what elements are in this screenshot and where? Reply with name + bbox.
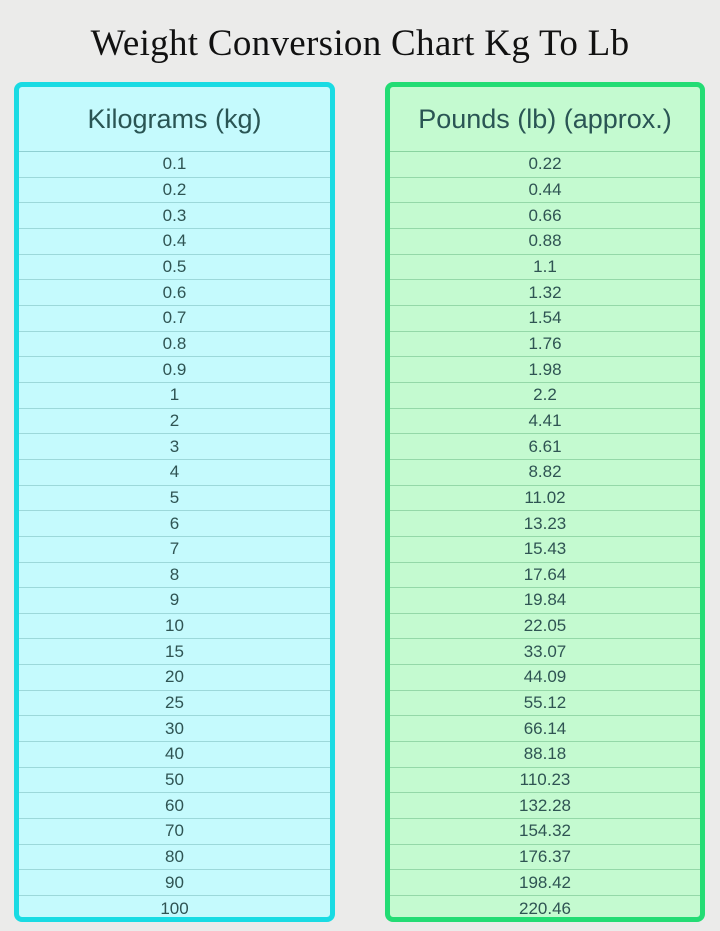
pounds-cell: 220.46 (519, 898, 571, 918)
pounds-cell: 15.43 (390, 537, 700, 563)
pounds-cell: 6.61 (390, 434, 700, 460)
kilograms-cell: 40 (19, 742, 330, 768)
kilograms-cell: 70 (19, 819, 330, 845)
pounds-cell: 176.37 (390, 845, 700, 871)
kilograms-cell: 0.9 (19, 357, 330, 383)
pounds-cell: 33.07 (390, 639, 700, 666)
pounds-cell: 154.32 (390, 819, 700, 845)
kilograms-header: Kilograms (kg) (19, 87, 330, 152)
kilograms-cell: 0.4 (19, 229, 330, 255)
pounds-cell: 0.66 (390, 203, 700, 229)
pounds-cell: 8.82 (390, 460, 700, 486)
kilograms-cell: 0.1 (19, 152, 330, 178)
pounds-cell: 13.23 (390, 511, 700, 537)
kilograms-cell: 4 (19, 460, 330, 486)
pounds-cell: 0.44 (390, 178, 700, 204)
pounds-cell: 0.22 (390, 152, 700, 178)
kilograms-cell: 7 (19, 537, 330, 563)
pounds-cell: 2.2 (390, 383, 700, 409)
page-title: Weight Conversion Chart Kg To Lb (90, 23, 630, 64)
kilograms-cell: 100 (160, 898, 189, 918)
kilograms-cell: 6 (19, 511, 330, 537)
kilograms-cell: 20 (19, 665, 330, 691)
kilograms-cell: 0.5 (19, 255, 330, 281)
pounds-cell: 198.42 (390, 870, 700, 897)
pounds-cell: 66.14 (390, 716, 700, 743)
kilograms-rows: 0.1 0.2 0.3 0.4 0.5 0.6 0.7 0.8 0.9 1 2 3 4 5 6 7 8 9 10 15… (19, 152, 330, 922)
pounds-cell: 1.54 (390, 306, 700, 332)
pounds-cell: 132.28 (390, 793, 700, 820)
kilograms-cell: 0.3 (19, 203, 330, 229)
kilograms-column: Kilograms (kg) 0.1 0.2 0.3 0.4 0.5 0.6 0.7 0.8 0… (14, 82, 335, 922)
kilograms-cell: 0.7 (19, 306, 330, 332)
kilograms-cell: 90 (19, 870, 330, 897)
kilograms-cell: 80 (19, 845, 330, 871)
kilograms-cell: 0.6 (19, 280, 330, 306)
kilograms-cell: 2 (19, 409, 330, 435)
pounds-cell: 19.84 (390, 588, 700, 614)
kilograms-cell: 3 (19, 434, 330, 460)
kilograms-cell: 0.8 (19, 332, 330, 358)
pounds-cell: 11.02 (390, 486, 700, 512)
kilograms-cell: 8 (19, 563, 330, 589)
pounds-cell: 17.64 (390, 563, 700, 589)
kilograms-cell: 5 (19, 486, 330, 512)
kilograms-cell: 60 (19, 793, 330, 820)
pounds-rows: 0.22 0.44 0.66 0.88 1.1 1.32 1.54 1.76 1.98 2.2 4.… (390, 152, 700, 922)
pounds-cell: 1.32 (390, 280, 700, 306)
pounds-cell: 1.76 (390, 332, 700, 358)
pounds-cell: 44.09 (390, 665, 700, 691)
pounds-cell: 1.1 (390, 255, 700, 281)
kilograms-cell: 9 (19, 588, 330, 614)
pounds-cell: 110.23 (390, 768, 700, 794)
kilograms-cell: 30 (19, 716, 330, 743)
pounds-cell: 55.12 (390, 691, 700, 717)
pounds-header: Pounds (lb) (approx.) (390, 87, 700, 152)
pounds-column: Pounds (lb) (approx.) 0.22 0.44 0.66 0.88 1.… (385, 82, 705, 922)
kilograms-cell: 1 (19, 383, 330, 409)
pounds-cell: 1.98 (390, 357, 700, 383)
kilograms-cell: 50 (19, 768, 330, 794)
kilograms-cell: 10 (19, 614, 330, 640)
pounds-cell: 4.41 (390, 409, 700, 435)
pounds-cell: 88.18 (390, 742, 700, 768)
pounds-cell: 22.05 (390, 614, 700, 640)
kilograms-cell: 15 (19, 639, 330, 666)
kilograms-cell: 0.2 (19, 178, 330, 204)
kilograms-cell: 25 (19, 691, 330, 717)
pounds-cell: 0.88 (390, 229, 700, 255)
